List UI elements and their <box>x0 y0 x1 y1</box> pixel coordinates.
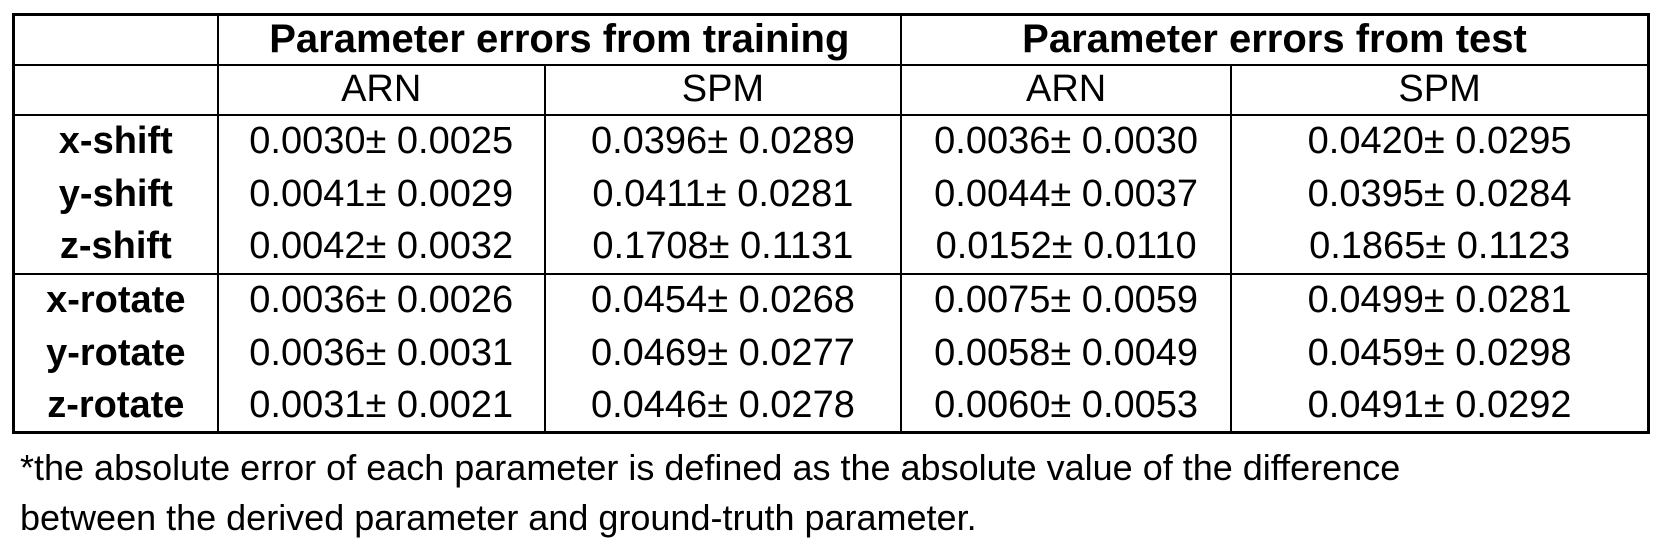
row-label-z-rotate: z-rotate <box>12 379 219 434</box>
footnote-line-1: *the absolute error of each parameter is… <box>20 447 1401 488</box>
column-group-header-row: Parameter errors from training Parameter… <box>12 14 1650 66</box>
row-label-x-rotate: x-rotate <box>12 273 219 327</box>
table-footnote: *the absolute error of each parameter is… <box>12 443 1664 542</box>
cell-y-rotate-training-spm: 0.0469± 0.0277 <box>543 326 903 380</box>
column-header-training-spm: SPM <box>543 64 903 116</box>
column-header-test-arn: ARN <box>900 64 1233 116</box>
cell-x-shift-test-spm: 0.0420± 0.0295 <box>1230 114 1650 168</box>
corner-cell <box>12 64 219 116</box>
footnote-line-2: between the derived parameter and ground… <box>20 496 977 538</box>
cell-y-shift-test-spm: 0.0395± 0.0284 <box>1230 167 1650 221</box>
cell-y-shift-training-spm: 0.0411± 0.0281 <box>543 167 903 221</box>
cell-y-shift-test-arn: 0.0044± 0.0037 <box>900 167 1233 221</box>
cell-y-rotate-test-spm: 0.0459± 0.0298 <box>1230 326 1650 380</box>
cell-x-rotate-training-spm: 0.0454± 0.0268 <box>543 273 903 327</box>
row-label-x-shift: x-shift <box>12 114 219 168</box>
cell-x-rotate-test-spm: 0.0499± 0.0281 <box>1230 273 1650 327</box>
cell-z-shift-training-arn: 0.0042± 0.0032 <box>216 220 546 275</box>
row-label-y-rotate: y-rotate <box>12 326 219 380</box>
cell-x-shift-test-arn: 0.0036± 0.0030 <box>900 114 1233 168</box>
parameter-errors-table: Parameter errors from training Parameter… <box>12 13 1650 434</box>
cell-y-rotate-test-arn: 0.0058± 0.0049 <box>900 326 1233 380</box>
cell-x-shift-training-arn: 0.0030± 0.0025 <box>216 114 546 168</box>
cell-y-shift-training-arn: 0.0041± 0.0029 <box>216 167 546 221</box>
table-row-x-rotate: x-rotate 0.0036± 0.0026 0.0454± 0.0268 0… <box>12 273 1650 327</box>
cell-z-rotate-test-arn: 0.0060± 0.0053 <box>900 379 1233 434</box>
table-row-z-shift: z-shift 0.0042± 0.0032 0.1708± 0.1131 0.… <box>12 220 1650 275</box>
table-row-y-shift: y-shift 0.0041± 0.0029 0.0411± 0.0281 0.… <box>12 167 1650 221</box>
cell-x-shift-training-spm: 0.0396± 0.0289 <box>543 114 903 168</box>
column-group-test: Parameter errors from test <box>900 14 1650 66</box>
cell-y-rotate-training-arn: 0.0036± 0.0031 <box>216 326 546 380</box>
cell-z-shift-training-spm: 0.1708± 0.1131 <box>543 220 903 275</box>
column-header-test-spm: SPM <box>1230 64 1650 116</box>
corner-cell <box>12 14 219 66</box>
row-label-y-shift: y-shift <box>12 167 219 221</box>
cell-z-rotate-training-spm: 0.0446± 0.0278 <box>543 379 903 434</box>
table-row-y-rotate: y-rotate 0.0036± 0.0031 0.0469± 0.0277 0… <box>12 326 1650 380</box>
cell-z-rotate-training-arn: 0.0031± 0.0021 <box>216 379 546 434</box>
cell-z-rotate-test-spm: 0.0491± 0.0292 <box>1230 379 1650 434</box>
cell-x-rotate-training-arn: 0.0036± 0.0026 <box>216 273 546 327</box>
column-group-training: Parameter errors from training <box>216 14 903 66</box>
table-row-x-shift: x-shift 0.0030± 0.0025 0.0396± 0.0289 0.… <box>12 114 1650 168</box>
table-row-z-rotate: z-rotate 0.0031± 0.0021 0.0446± 0.0278 0… <box>12 379 1650 434</box>
row-label-z-shift: z-shift <box>12 220 219 275</box>
cell-z-shift-test-arn: 0.0152± 0.0110 <box>900 220 1233 275</box>
cell-x-rotate-test-arn: 0.0075± 0.0059 <box>900 273 1233 327</box>
column-subheader-row: ARN SPM ARN SPM <box>12 64 1650 116</box>
cell-z-shift-test-spm: 0.1865± 0.1123 <box>1230 220 1650 275</box>
column-header-training-arn: ARN <box>216 64 546 116</box>
parameter-errors-figure: Parameter errors from training Parameter… <box>12 13 1664 542</box>
